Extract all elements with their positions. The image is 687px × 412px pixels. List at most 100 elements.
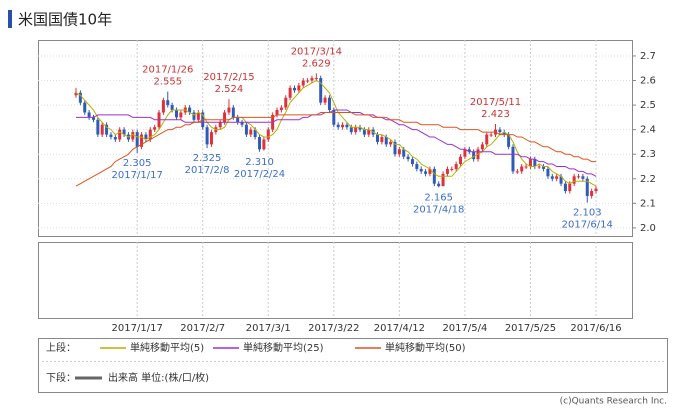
candle-body — [415, 164, 419, 169]
candle-body — [231, 107, 235, 118]
x-tick-label: 2017/3/22 — [308, 323, 359, 334]
y-tick-label: 2.4 — [640, 125, 656, 136]
candle-body — [244, 124, 248, 135]
candle-body — [354, 127, 358, 133]
candle-body — [489, 134, 493, 136]
candle-body — [402, 149, 406, 157]
candle-body — [292, 87, 296, 91]
annotation-value: 2.103 — [573, 208, 602, 219]
legend-label: 単純移動平均(50) — [385, 341, 466, 354]
candle-body — [140, 134, 144, 147]
candle-body — [323, 97, 327, 103]
annotation-value: 2.305 — [123, 158, 152, 169]
price-panel — [38, 40, 633, 237]
candle-body — [266, 129, 270, 140]
y-tick-label: 2.7 — [640, 51, 656, 62]
candle-body — [428, 168, 432, 174]
candle-body — [349, 127, 353, 133]
candle-body — [78, 92, 82, 103]
candle-body — [406, 156, 410, 160]
candle-body — [166, 100, 170, 106]
candle-body — [288, 87, 292, 98]
candle-body — [74, 92, 78, 96]
candle-body — [524, 166, 528, 168]
title-icon — [8, 10, 12, 28]
candle-body — [205, 127, 209, 145]
annotation-value: 2.524 — [215, 84, 244, 95]
candle-body — [249, 129, 253, 135]
candle-body — [131, 132, 135, 140]
candle-body — [362, 129, 366, 135]
annotation-value: 2.423 — [481, 109, 510, 120]
annotation-value: 2.310 — [245, 157, 274, 168]
candle-body — [367, 129, 371, 135]
y-tick-label: 2.5 — [640, 100, 656, 111]
candle-body — [450, 168, 454, 170]
candle-body — [118, 129, 122, 140]
candle-body — [275, 110, 279, 115]
candle-body — [528, 159, 532, 167]
candle-body — [397, 149, 401, 155]
x-tick-label: 2017/1/17 — [112, 323, 163, 334]
candle-body — [380, 137, 384, 142]
candle-body — [153, 127, 157, 130]
candle-body — [393, 141, 397, 155]
candle-body — [537, 166, 541, 168]
annotation-date: 2017/3/14 — [291, 46, 342, 57]
x-tick-label: 2017/5/25 — [505, 323, 556, 334]
annotation-date: 2017/1/26 — [142, 65, 193, 76]
annotation-date: 2017/5/11 — [470, 97, 521, 108]
candle-body — [384, 137, 388, 145]
candle-body — [546, 168, 550, 177]
candle-body — [358, 127, 362, 130]
candle-body — [310, 78, 314, 81]
candle-body — [236, 117, 240, 123]
y-tick-label: 2.1 — [640, 198, 656, 209]
annotation-value: 2.165 — [424, 192, 453, 203]
candle-body — [83, 102, 87, 113]
candle-body — [336, 124, 340, 128]
ma-line — [76, 109, 597, 177]
candle-body — [100, 124, 104, 135]
candle-body — [196, 112, 200, 120]
x-tick-label: 2017/2/7 — [180, 323, 225, 334]
candle-body — [485, 134, 489, 145]
candle-body — [480, 144, 484, 150]
credit: (c)Quants Research Inc. — [560, 397, 667, 407]
candle-body — [419, 168, 423, 172]
candle-body — [148, 129, 152, 140]
candle-body — [585, 178, 589, 196]
candle-body — [563, 183, 567, 192]
candle-body — [437, 183, 441, 187]
candle-body — [87, 112, 91, 118]
legend-label: 出来高 単位:(株/口/枚) — [108, 371, 209, 384]
legend-label: 単純移動平均(5) — [130, 341, 204, 354]
candle-body — [109, 134, 113, 138]
y-tick-label: 2.6 — [640, 76, 656, 87]
x-tick-label: 2017/6/16 — [570, 323, 621, 334]
ma-line — [75, 112, 596, 187]
candle-body — [297, 85, 301, 91]
candle-body — [577, 176, 581, 178]
annotation-value: 2.555 — [153, 77, 182, 88]
annotation-date: 2017/2/8 — [185, 165, 230, 176]
candle-body — [594, 188, 598, 192]
ma-line — [75, 79, 597, 187]
candle-body — [454, 164, 458, 169]
legend-box — [38, 338, 668, 393]
annotation-date: 2017/6/14 — [562, 220, 613, 231]
x-tick-label: 2017/4/12 — [374, 323, 425, 334]
y-tick-label: 2.2 — [640, 174, 656, 185]
candle-body — [161, 100, 165, 113]
candle-body — [284, 97, 288, 108]
candle-body — [279, 107, 283, 110]
candle-body — [179, 112, 183, 118]
candle-body — [555, 176, 559, 179]
candle-body — [498, 129, 502, 133]
candle-body — [327, 97, 331, 110]
candle-body — [227, 107, 231, 113]
candle-body — [258, 137, 262, 150]
candle-body — [253, 129, 257, 138]
